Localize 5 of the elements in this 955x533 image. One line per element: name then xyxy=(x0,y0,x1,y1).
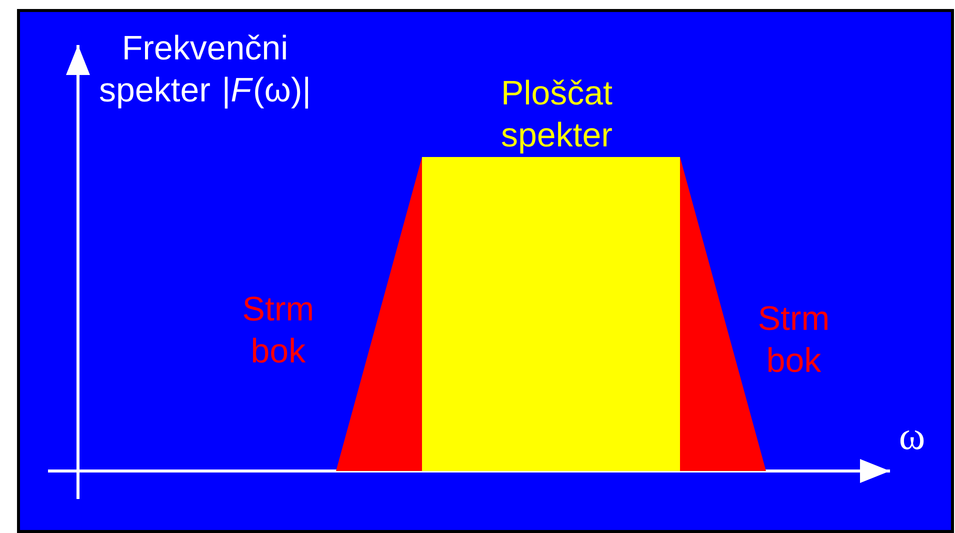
annotation: Strm bok xyxy=(759,306,828,372)
annotation: Strm bok xyxy=(244,296,312,363)
text: Ploščat spekter xyxy=(502,80,612,154)
x-axis-title: ω xyxy=(900,430,924,450)
y-axis-title: Frekvenčni spekter |F(ω)| xyxy=(100,34,308,109)
